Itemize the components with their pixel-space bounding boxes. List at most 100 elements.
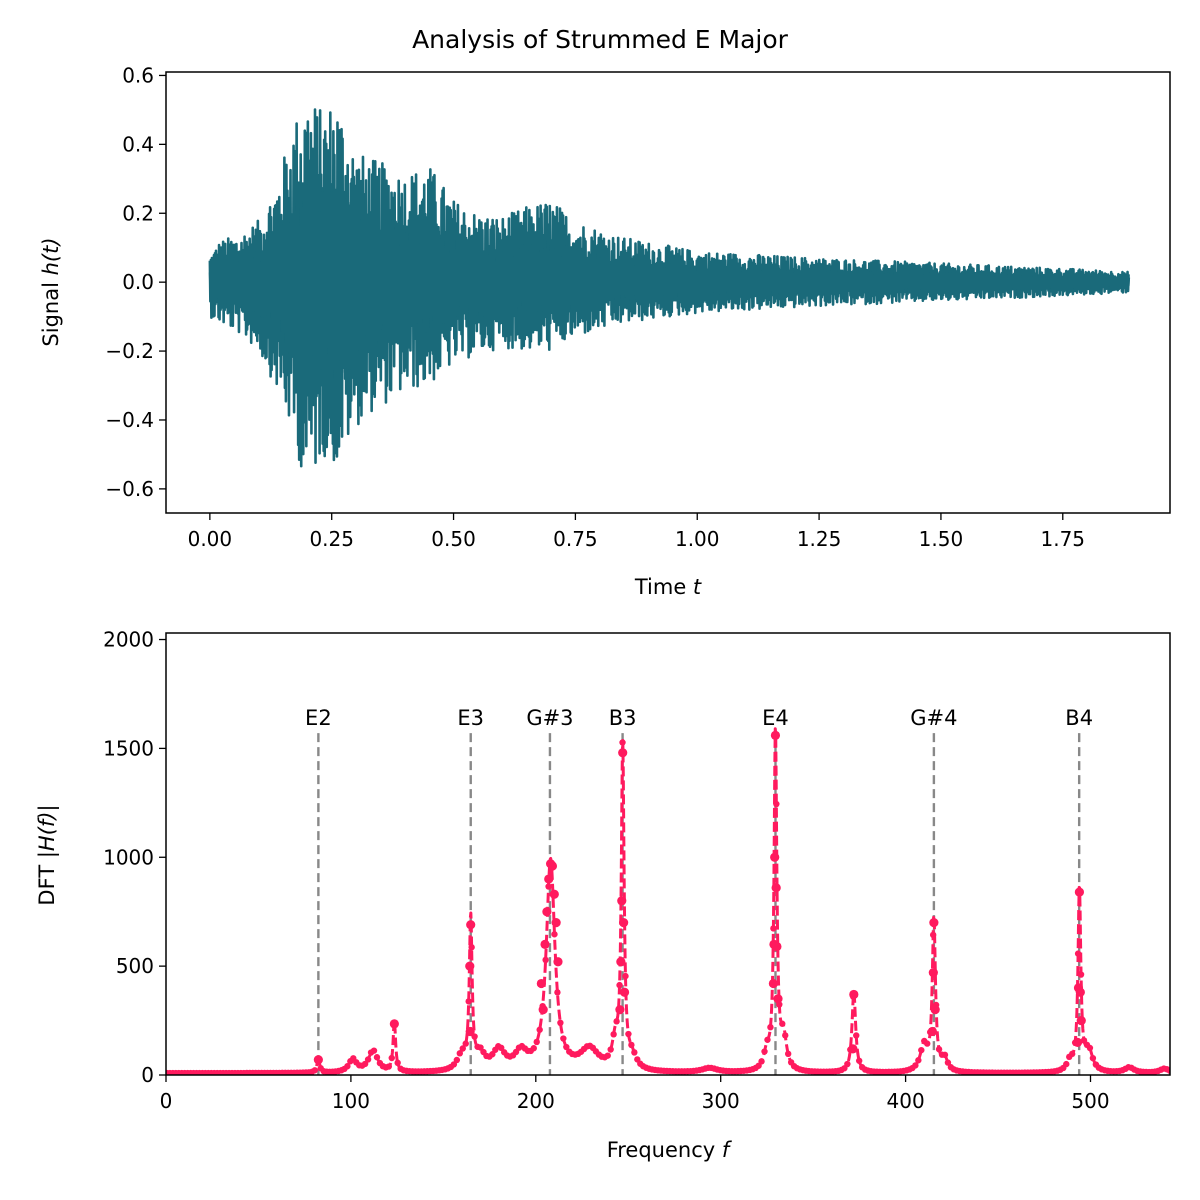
spectrum-y-axis-label: DFT |H(f)|: [35, 804, 60, 905]
spectrum-point: [533, 1038, 540, 1046]
spectrum-point: [1086, 1044, 1094, 1052]
signal-y-axis-label: Signal h(t): [39, 237, 63, 346]
spectrum-point: [617, 896, 627, 906]
spectrum-point: [616, 981, 623, 989]
spectrum-point: [1063, 1060, 1070, 1068]
signal-y-tick-label: 0.4: [122, 132, 154, 156]
spectrum-point: [563, 1043, 570, 1051]
spectrum-point: [622, 972, 629, 980]
spectrum-point: [468, 944, 475, 951]
spectrum-plot-frame: [165, 632, 1171, 1076]
note-label: B4: [1065, 706, 1093, 730]
spectrum-point: [551, 931, 558, 938]
spectrum-point: [607, 1046, 614, 1053]
spectrum-x-tick-label: 400: [887, 1089, 925, 1113]
spectrum-point: [313, 1055, 323, 1065]
note-label: G#3: [526, 706, 573, 730]
spectrum-point: [615, 1005, 625, 1015]
spectrum-point: [758, 1058, 765, 1065]
spectrum-point: [941, 1051, 949, 1059]
spectrum-point: [930, 1005, 940, 1015]
spectrum-point: [542, 956, 549, 964]
spectrum-point: [554, 989, 561, 996]
spectrum-point: [1068, 1050, 1076, 1058]
note-label: G#4: [910, 706, 957, 730]
spectrum-point: [631, 1049, 638, 1056]
signal-plot-frame: [165, 71, 1171, 514]
spectrum-point: [542, 907, 552, 917]
spectrum-point: [628, 1041, 635, 1049]
spectrum-point: [844, 1060, 851, 1068]
figure-title: Analysis of Strummed E Major: [412, 25, 789, 54]
spectrum-point: [619, 739, 626, 746]
spectrum-point: [453, 1056, 461, 1064]
signal-x-tick-label: 1.25: [797, 527, 842, 551]
spectrum-point: [1076, 1015, 1086, 1026]
spectrum-point: [553, 957, 563, 967]
spectrum-point: [761, 1048, 768, 1055]
spectrum-point: [465, 961, 475, 971]
spectrum-point: [784, 1050, 792, 1058]
spectrum-point: [928, 968, 938, 978]
spectrum-point: [394, 1059, 401, 1067]
spectrum-y-axis: 0 500 1000 1500 2000: [103, 628, 166, 1087]
spectrum-point: [619, 987, 630, 997]
spectrum-y-tick-label: 1500: [103, 736, 154, 760]
spectrum-point: [465, 998, 472, 1005]
spectrum-point: [530, 1045, 537, 1052]
note-label: E3: [457, 706, 484, 730]
spectrum-point: [456, 1050, 463, 1057]
spectrum-point: [767, 1023, 774, 1031]
spectrum-x-tick-label: 200: [517, 1089, 555, 1113]
spectrum-point: [604, 1052, 611, 1059]
spectrum-point: [618, 748, 628, 758]
spectrum-point: [538, 1005, 548, 1015]
spectrum-y-tick-label: 1000: [103, 845, 154, 869]
signal-plot: 0.00 0.25 0.50 0.75 1.00 1.25 1.50 1.75 −0.6−0.…: [39, 63, 1171, 599]
spectrum-point: [619, 917, 629, 928]
spectrum-point: [613, 1018, 620, 1025]
spectrum-point: [1074, 950, 1082, 957]
spectrum-point: [773, 800, 780, 808]
spectrum-plot: E2 E3 G#3 B3 E4 G#4 B4 0 100 200 300 400 500 0 500 10…: [35, 628, 1171, 1162]
note-label: E4: [762, 706, 789, 730]
spectrum-point: [848, 1044, 858, 1054]
spectrum-point: [849, 989, 859, 1000]
spectrum-point: [929, 931, 937, 939]
spectrum-x-axis-label: Frequency f: [607, 1138, 733, 1162]
signal-y-axis: −0.6 −0.4 −0.2 0.0 0.2 0.4 0.6: [105, 63, 166, 501]
spectrum-point: [764, 1036, 771, 1043]
spectrum-point: [466, 920, 476, 930]
spectrum-point: [547, 861, 558, 871]
spectrum-point: [1089, 1054, 1097, 1062]
spectrum-point: [560, 1035, 567, 1042]
spectrum-point: [1077, 971, 1085, 978]
signal-y-tick-label: −0.2: [105, 339, 154, 363]
spectrum-point: [779, 1020, 786, 1027]
spectrum-point: [610, 1031, 617, 1038]
spectrum-point: [344, 1063, 351, 1070]
signal-x-axis: 0.00 0.25 0.50 0.75 1.00 1.25 1.50 1.75: [188, 513, 1085, 551]
spectrum-point: [771, 883, 781, 893]
spectrum-point: [1072, 1037, 1083, 1047]
signal-x-tick-label: 0.00: [188, 527, 233, 551]
signal-line: [208, 108, 1130, 468]
spectrum-point: [616, 957, 626, 967]
spectrum-x-tick-label: 500: [1071, 1089, 1109, 1113]
spectrum-point: [462, 1040, 469, 1047]
spectrum-point: [853, 1032, 860, 1039]
spectrum-point: [1166, 1067, 1170, 1074]
spectrum-y-tick-label: 500: [116, 954, 154, 978]
signal-y-tick-label: 0.2: [122, 201, 154, 225]
signal-line-core: [208, 184, 1131, 397]
signal-x-tick-label: 0.25: [309, 527, 354, 551]
spectrum-y-tick-label: 2000: [103, 628, 154, 652]
spectrum-point: [1075, 987, 1085, 997]
spectrum-point: [373, 1054, 381, 1061]
signal-x-axis-label: Time t: [634, 575, 702, 599]
spectrum-x-axis: 0 100 200 300 400 500: [160, 1075, 1110, 1113]
note-label: E2: [305, 706, 332, 730]
signal-x-tick-label: 1.50: [919, 527, 964, 551]
signal-x-tick-label: 1.00: [675, 527, 720, 551]
